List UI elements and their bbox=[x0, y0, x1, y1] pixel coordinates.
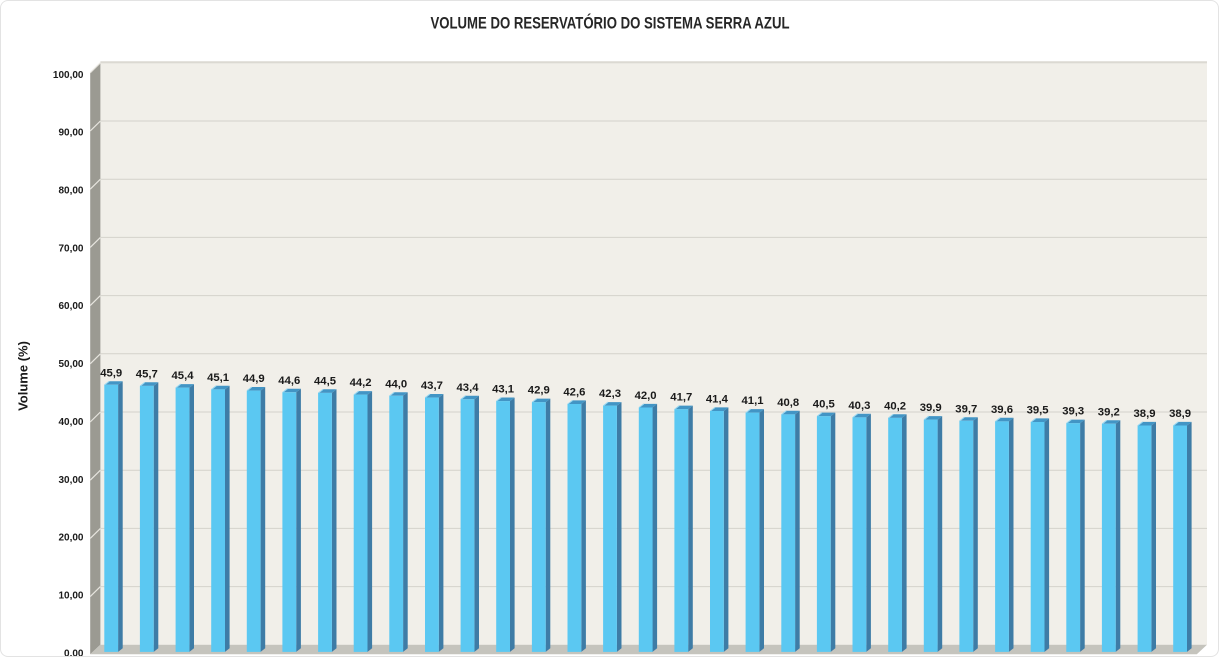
svg-text:39,7: 39,7 bbox=[955, 403, 977, 415]
svg-text:70,00: 70,00 bbox=[58, 243, 83, 254]
svg-text:0.00: 0.00 bbox=[64, 648, 84, 657]
svg-text:44,0: 44,0 bbox=[385, 378, 407, 390]
svg-text:39,5: 39,5 bbox=[1027, 405, 1049, 417]
svg-text:43,7: 43,7 bbox=[421, 380, 443, 392]
svg-text:44,6: 44,6 bbox=[278, 375, 300, 387]
svg-text:42,6: 42,6 bbox=[563, 387, 585, 399]
svg-text:42,3: 42,3 bbox=[599, 388, 621, 400]
svg-text:44,2: 44,2 bbox=[350, 377, 372, 389]
svg-text:41,4: 41,4 bbox=[706, 394, 729, 406]
svg-text:100,00: 100,00 bbox=[53, 70, 84, 81]
svg-text:41,1: 41,1 bbox=[742, 395, 764, 407]
svg-text:20,00: 20,00 bbox=[58, 533, 83, 544]
svg-text:42,9: 42,9 bbox=[528, 385, 550, 397]
svg-text:38,9: 38,9 bbox=[1134, 408, 1156, 420]
svg-text:40,8: 40,8 bbox=[777, 397, 799, 409]
svg-text:39,2: 39,2 bbox=[1098, 406, 1120, 418]
svg-text:43,4: 43,4 bbox=[457, 382, 480, 394]
svg-text:40,3: 40,3 bbox=[848, 400, 870, 412]
svg-text:40,5: 40,5 bbox=[813, 399, 835, 411]
svg-text:45,4: 45,4 bbox=[172, 370, 195, 382]
svg-text:39,6: 39,6 bbox=[991, 404, 1013, 416]
svg-text:45,9: 45,9 bbox=[100, 367, 122, 379]
svg-text:90,00: 90,00 bbox=[58, 128, 83, 139]
svg-text:10,00: 10,00 bbox=[58, 591, 83, 602]
svg-text:44,9: 44,9 bbox=[243, 373, 265, 385]
svg-text:50,00: 50,00 bbox=[58, 359, 83, 370]
svg-text:40,00: 40,00 bbox=[58, 417, 83, 428]
svg-text:44,5: 44,5 bbox=[314, 375, 336, 387]
svg-text:42,0: 42,0 bbox=[635, 390, 657, 402]
svg-text:Volume (%): Volume (%) bbox=[16, 341, 31, 411]
svg-text:40,2: 40,2 bbox=[884, 400, 906, 412]
svg-text:39,9: 39,9 bbox=[920, 402, 942, 414]
svg-text:41,7: 41,7 bbox=[670, 392, 692, 404]
svg-text:60,00: 60,00 bbox=[58, 301, 83, 312]
svg-text:45,1: 45,1 bbox=[207, 372, 229, 384]
svg-text:VOLUME DO RESERVATÓRIO DO SIST: VOLUME DO RESERVATÓRIO DO SISTEMA SERRA … bbox=[431, 14, 790, 33]
svg-text:80,00: 80,00 bbox=[58, 186, 83, 197]
svg-text:30,00: 30,00 bbox=[58, 475, 83, 486]
svg-text:43,1: 43,1 bbox=[492, 384, 514, 396]
svg-text:38,9: 38,9 bbox=[1169, 408, 1191, 420]
svg-text:39,3: 39,3 bbox=[1062, 406, 1084, 418]
svg-text:45,7: 45,7 bbox=[136, 368, 158, 380]
